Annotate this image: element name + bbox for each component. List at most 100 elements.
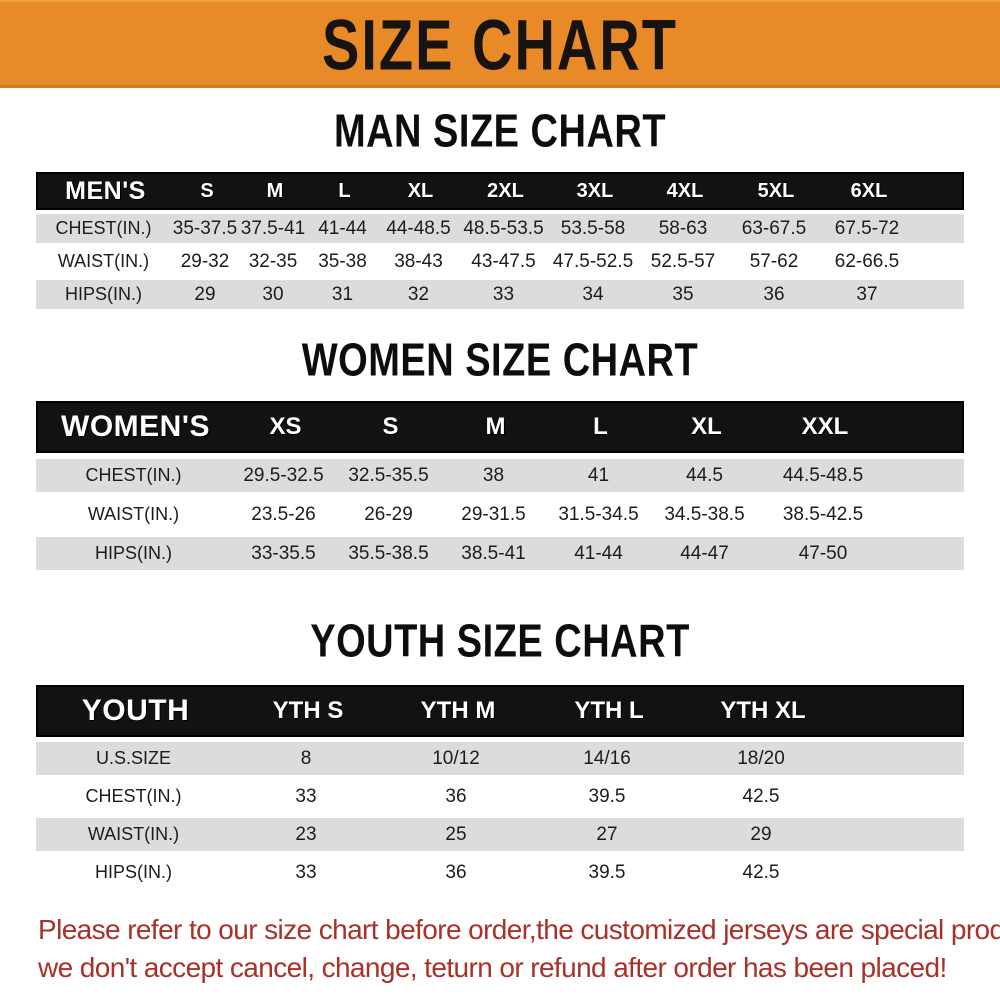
table-cell: 23.5-26 <box>251 503 316 525</box>
youth-waist-row: WAIST(IN.) 23 25 27 29 <box>36 818 964 851</box>
youth-size-header-s: YTH S <box>272 697 344 724</box>
youth-ussize-row: U.S.SIZE 8 10/12 14/16 18/20 <box>36 742 964 775</box>
youth-size-table: YOUTH YTH S YTH M YTH L YTH XL U.S.SIZE … <box>36 685 964 889</box>
row-label: WAIST(IN.) <box>87 824 180 844</box>
table-cell: 8 <box>300 747 312 769</box>
table-cell: 34.5-38.5 <box>664 503 745 525</box>
table-cell: 35-38 <box>318 250 367 272</box>
table-cell: 38.5-41 <box>461 542 526 564</box>
man-size-header-xl: XL <box>407 179 434 202</box>
man-size-header-3xl: 3XL <box>576 179 614 202</box>
table-cell: 35 <box>672 283 694 305</box>
row-label: HIPS(IN.) <box>94 543 172 563</box>
row-label: WAIST(IN.) <box>87 504 180 524</box>
youth-section-title: YOUTH SIZE CHART <box>0 616 1000 667</box>
table-cell: 34 <box>582 283 604 305</box>
row-label: HIPS(IN.) <box>94 862 172 882</box>
women-table-header: WOMEN'S XS S M L XL XXL <box>36 401 964 453</box>
table-cell: 25 <box>445 823 467 845</box>
table-cell: 33 <box>295 785 317 807</box>
disclaimer-line-1: Please refer to our size chart before or… <box>38 914 1000 945</box>
page-title: SIZE CHART <box>322 3 678 85</box>
table-cell: 44-48.5 <box>386 217 451 239</box>
youth-size-header-m: YTH M <box>420 697 496 724</box>
table-cell: 36 <box>763 283 785 305</box>
man-size-header-4xl: 4XL <box>666 179 704 202</box>
table-cell: 63-67.5 <box>741 217 807 239</box>
disclaimer-note: Please refer to our size chart before or… <box>0 911 1000 987</box>
table-cell: 36 <box>445 861 467 883</box>
table-cell: 47-50 <box>798 542 848 564</box>
table-cell: 32 <box>407 283 430 305</box>
table-cell: 41 <box>587 464 610 486</box>
women-size-header-m: M <box>485 413 506 440</box>
table-cell: 14/16 <box>583 747 631 769</box>
table-cell: 38.5-42.5 <box>782 503 864 525</box>
women-hips-row: HIPS(IN.) 33-35.5 35.5-38.5 38.5-41 41-4… <box>36 537 964 570</box>
table-cell: 29-31.5 <box>461 503 526 525</box>
row-label: U.S.SIZE <box>95 748 171 768</box>
table-cell: 44.5-48.5 <box>782 464 864 486</box>
women-waist-row: WAIST(IN.) 23.5-26 26-29 29-31.5 31.5-34… <box>36 498 964 531</box>
table-cell: 23 <box>295 823 317 845</box>
man-corner-label: MEN'S <box>65 176 146 205</box>
women-chest-row: CHEST(IN.) 29.5-32.5 32.5-35.5 38 41 44.… <box>36 459 964 492</box>
table-cell: 52.5-57 <box>650 250 716 272</box>
table-cell: 29-32 <box>180 250 230 272</box>
table-cell: 32-35 <box>248 250 298 272</box>
table-cell: 44.5 <box>686 464 723 486</box>
table-cell: 26-29 <box>364 503 413 525</box>
man-size-table: MEN'S S M L XL 2XL 3XL 4XL 5XL 6XL CHEST… <box>36 172 964 309</box>
women-size-header-xl: XL <box>691 413 722 440</box>
youth-corner-label: YOUTH <box>81 694 190 727</box>
table-cell: 44-47 <box>680 542 729 564</box>
table-cell: 33-35.5 <box>251 542 316 564</box>
table-cell: 32.5-35.5 <box>348 464 429 486</box>
man-chest-row: CHEST(IN.) 35-37.5 37.5-41 41-44 44-48.5… <box>36 214 964 243</box>
man-size-header-m: M <box>266 179 284 202</box>
man-waist-row: WAIST(IN.) 29-32 32-35 35-38 38-43 43-47… <box>36 247 964 276</box>
table-cell: 41-44 <box>574 542 623 564</box>
youth-size-header-xl: YTH XL <box>720 697 806 724</box>
man-hips-row: HIPS(IN.) 29 30 31 32 33 34 35 36 37 <box>36 280 964 309</box>
women-size-header-s: S <box>382 413 399 440</box>
table-cell: 29 <box>750 823 772 845</box>
table-cell: 29 <box>194 283 216 305</box>
table-cell: 38-43 <box>394 250 443 272</box>
youth-chest-row: CHEST(IN.) 33 36 39.5 42.5 <box>36 780 964 813</box>
man-section-title-text: MAN SIZE CHART <box>333 106 667 158</box>
table-cell: 33 <box>492 283 515 305</box>
table-cell: 41-44 <box>318 217 367 239</box>
youth-size-header-l: YTH L <box>574 697 644 724</box>
table-cell: 29.5-32.5 <box>243 464 324 486</box>
man-size-header-6xl: 6XL <box>850 179 888 202</box>
table-cell: 37.5-41 <box>240 217 306 239</box>
women-size-table: WOMEN'S XS S M L XL XXL CHEST(IN.) 29.5-… <box>36 401 964 570</box>
table-cell: 67.5-72 <box>834 217 900 239</box>
table-cell: 53.5-58 <box>560 217 626 239</box>
man-size-header-2xl: 2XL <box>487 179 524 202</box>
table-cell: 33 <box>295 861 317 883</box>
table-cell: 10/12 <box>432 747 480 769</box>
man-section-title: MAN SIZE CHART <box>0 106 1000 157</box>
women-size-header-xxl: XXL <box>801 413 849 440</box>
table-cell: 35-37.5 <box>172 217 238 239</box>
youth-section-title-text: YOUTH SIZE CHART <box>310 616 690 668</box>
women-size-header-l: L <box>593 413 608 440</box>
youth-hips-row: HIPS(IN.) 33 36 39.5 42.5 <box>36 856 964 889</box>
man-size-header-5xl: 5XL <box>757 179 795 202</box>
row-label: WAIST(IN.) <box>57 251 150 271</box>
table-cell: 39.5 <box>588 861 626 883</box>
row-label: CHEST(IN.) <box>85 465 182 485</box>
man-table-header: MEN'S S M L XL 2XL 3XL 4XL 5XL 6XL <box>36 172 964 210</box>
table-cell: 42.5 <box>742 861 780 883</box>
table-cell: 37 <box>856 283 878 305</box>
table-cell: 58-63 <box>658 217 708 239</box>
table-cell: 18/20 <box>737 747 785 769</box>
row-label: CHEST(IN.) <box>85 786 182 806</box>
women-section-title-text: WOMEN SIZE CHART <box>301 335 699 387</box>
banner: SIZE CHART <box>0 0 1000 88</box>
table-cell: 30 <box>262 283 284 305</box>
table-cell: 48.5-53.5 <box>463 217 544 239</box>
